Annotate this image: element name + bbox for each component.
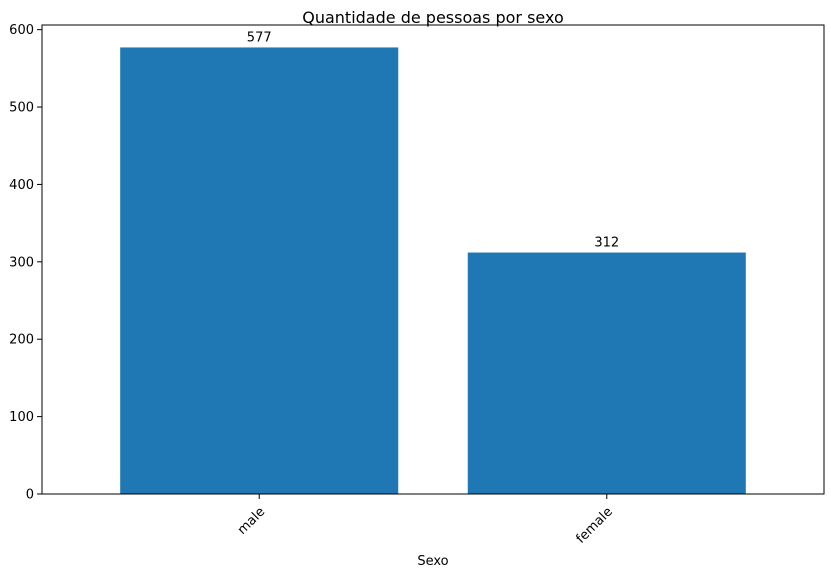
y-tick-label: 600 bbox=[9, 23, 34, 38]
y-tick-label: 500 bbox=[9, 101, 34, 116]
x-axis-label: Sexo bbox=[417, 554, 448, 569]
bar-male bbox=[120, 47, 399, 494]
y-tick-label: 400 bbox=[9, 178, 34, 193]
y-tick-label: 100 bbox=[9, 410, 34, 425]
data-label-male: 577 bbox=[247, 30, 272, 45]
y-tick-label: 200 bbox=[9, 333, 34, 348]
chart-title: Quantidade de pessoas por sexo bbox=[302, 8, 564, 27]
bar-female bbox=[467, 252, 746, 494]
y-tick-label: 0 bbox=[26, 488, 34, 503]
y-tick-label: 300 bbox=[9, 255, 34, 270]
data-label-female: 312 bbox=[594, 236, 619, 251]
plot-frame bbox=[41, 24, 825, 495]
